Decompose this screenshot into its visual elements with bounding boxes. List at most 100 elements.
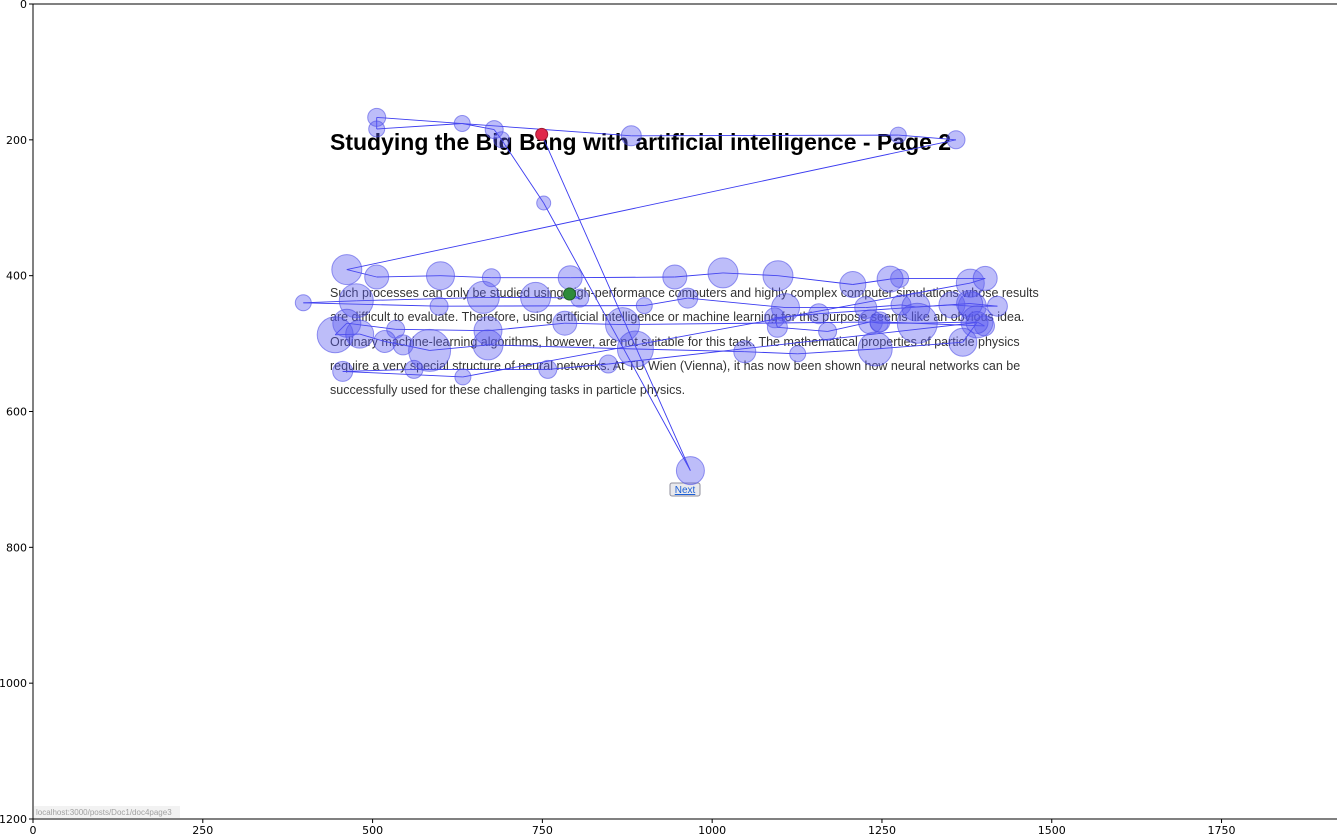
fixation-point (762, 260, 794, 292)
x-tick-label: 250 (192, 824, 213, 836)
saccade-segment (346, 139, 957, 271)
fixation-point (946, 130, 966, 150)
next-button[interactable]: Next (669, 482, 701, 497)
scanpath-start-point (563, 287, 576, 301)
saccade-segment (900, 304, 916, 308)
fixation-point (484, 120, 504, 140)
paragraph-line-1: Such processes can only be studied using… (330, 286, 1039, 300)
saccade-segment (976, 321, 985, 327)
saccade-segment (543, 202, 691, 471)
fixation-point (955, 268, 985, 298)
fixation-point (766, 316, 788, 338)
fixation-point (538, 359, 558, 379)
saccade-segment (376, 275, 441, 278)
saccade-segment (827, 321, 871, 332)
saccade-segment (356, 296, 484, 302)
saccade-segment (440, 275, 492, 279)
fixation-point (392, 334, 414, 356)
saccade-segment (852, 278, 891, 285)
fixation-point (426, 261, 455, 291)
saccade-segment (951, 304, 973, 307)
fixation-point (454, 368, 472, 386)
saccade-segment (462, 282, 971, 378)
saccade-segment (342, 368, 415, 372)
saccade-segment (429, 344, 489, 351)
fixation-point (965, 311, 989, 334)
saccade-segment (608, 322, 978, 365)
x-tick-label: 1250 (868, 824, 896, 836)
fixation-point (854, 296, 878, 320)
saccade-segment (898, 134, 957, 141)
fixation-point (616, 330, 654, 368)
y-tick-label: 400 (6, 270, 27, 283)
x-tick-label: 0 (30, 824, 37, 836)
webpage-stimulus: Studying the Big Bang with artificial in… (34, 129, 1039, 818)
saccade-segment (570, 276, 675, 279)
fixation-point (493, 131, 511, 149)
y-tick-label: 600 (6, 406, 27, 419)
fixation-point (605, 307, 640, 343)
fixation-point (733, 340, 757, 364)
fixation-point (473, 316, 503, 346)
fixation-point (316, 316, 354, 354)
fixation-point (368, 120, 386, 138)
fixation-point (876, 265, 904, 293)
saccade-segment (395, 328, 489, 332)
fixation-point (536, 195, 552, 211)
fixation-point (429, 296, 449, 316)
fixation-point (520, 281, 552, 313)
fixation-point (839, 271, 867, 298)
next-button-frame[interactable] (669, 482, 701, 497)
fixation-point (294, 294, 312, 312)
fixation-point (408, 328, 452, 372)
x-tick-label: 1500 (1038, 824, 1066, 836)
paragraph-line-5: successfully used for these challenging … (330, 383, 685, 397)
fixation-point (818, 321, 838, 341)
saccade-segment (818, 303, 970, 315)
saccade-segment (493, 129, 502, 141)
fixation-point (620, 125, 642, 147)
saccade-segment (890, 277, 900, 280)
saccade-segment (462, 123, 495, 131)
next-button-label[interactable]: Next (675, 485, 696, 496)
fixation-point (345, 319, 375, 349)
saccade-segment (501, 139, 545, 204)
fixation-point (956, 290, 984, 317)
y-tick-label: 1000 (0, 677, 27, 690)
x-tick-label: 750 (532, 824, 553, 836)
fixation-point (662, 264, 688, 290)
status-url: localhost:3000/posts/Doc1/doc4page3 (36, 808, 172, 817)
saccade-segment (917, 321, 978, 324)
status-bar (34, 806, 180, 818)
saccade-segment (547, 363, 609, 370)
fixation-point (707, 257, 739, 289)
saccade-segment (384, 341, 404, 346)
fixation-point (896, 302, 938, 344)
saccade-segment (865, 304, 902, 309)
saccade-segment (342, 370, 463, 378)
saccade-lines (303, 116, 998, 471)
x-tick-label: 1000 (698, 824, 726, 836)
fixation-point (869, 311, 891, 333)
saccade-segment (722, 272, 779, 277)
saccade-segment (631, 134, 899, 137)
fixation-point (332, 360, 354, 382)
axes (32, 3, 1337, 820)
saccade-segment (376, 116, 632, 137)
fixation-point (404, 359, 424, 379)
x-axis-ticks: 0 250 500 750 1000 1250 1500 1750 (30, 819, 1236, 836)
saccade-segment (564, 322, 623, 326)
fixation-point (948, 327, 978, 357)
saccade-segment (797, 348, 876, 355)
saccade-segment (777, 326, 828, 332)
fixation-point (331, 254, 363, 286)
fixation-point (677, 287, 699, 309)
fixation-point (857, 331, 893, 367)
fixation-point (373, 330, 397, 353)
fixation-point (557, 265, 583, 291)
fixation-point (972, 265, 998, 291)
fixation-point (364, 264, 390, 290)
saccade-segment (439, 305, 645, 307)
fixation-point (453, 115, 471, 132)
